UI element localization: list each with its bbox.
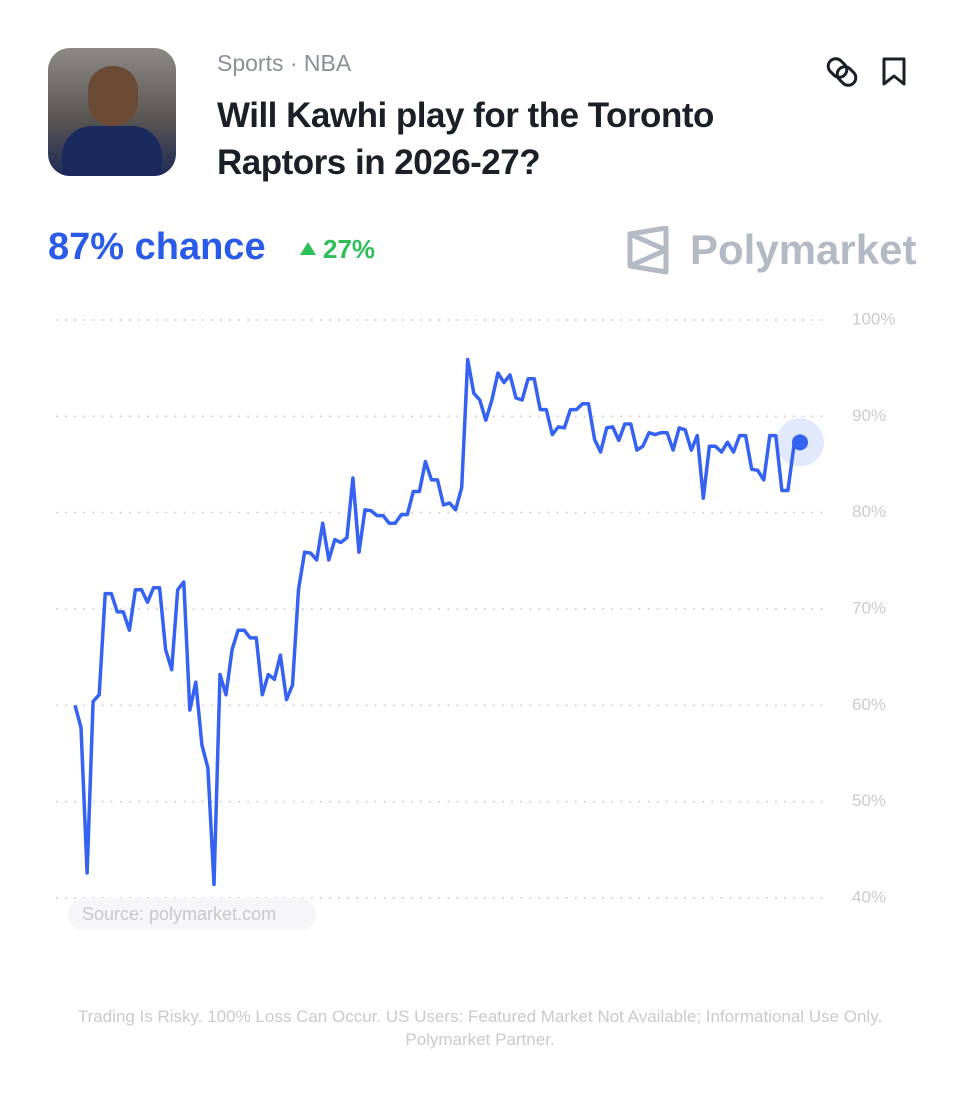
y-tick-label: 80% xyxy=(852,502,886,521)
bookmark-icon[interactable] xyxy=(882,57,906,86)
y-tick-label: 40% xyxy=(852,887,886,906)
change: 27% xyxy=(323,234,376,264)
endpoint xyxy=(792,434,808,451)
category: Sports · NBA xyxy=(217,50,352,76)
brand-logo xyxy=(627,226,669,275)
link-icon[interactable] xyxy=(826,56,859,88)
source: Source: polymarket.com xyxy=(68,898,316,930)
y-tick-label: 60% xyxy=(852,695,886,714)
actions xyxy=(826,56,906,88)
chance: 87% chance xyxy=(48,226,266,268)
y-tick-label: 70% xyxy=(852,598,886,617)
up-arrow xyxy=(300,242,316,255)
price-line xyxy=(73,357,801,887)
disclaimer: Trading Is Risky. 100% Loss Can Occur. U… xyxy=(77,1007,883,1049)
market-image xyxy=(48,48,176,176)
market-title: Will Kawhi play for the Toronto Raptors … xyxy=(217,96,714,182)
y-tick-label: 50% xyxy=(852,791,886,810)
brand: Polymarket xyxy=(690,226,917,273)
y-tick-label: 100% xyxy=(852,309,895,328)
y-tick-label: 90% xyxy=(852,406,886,425)
